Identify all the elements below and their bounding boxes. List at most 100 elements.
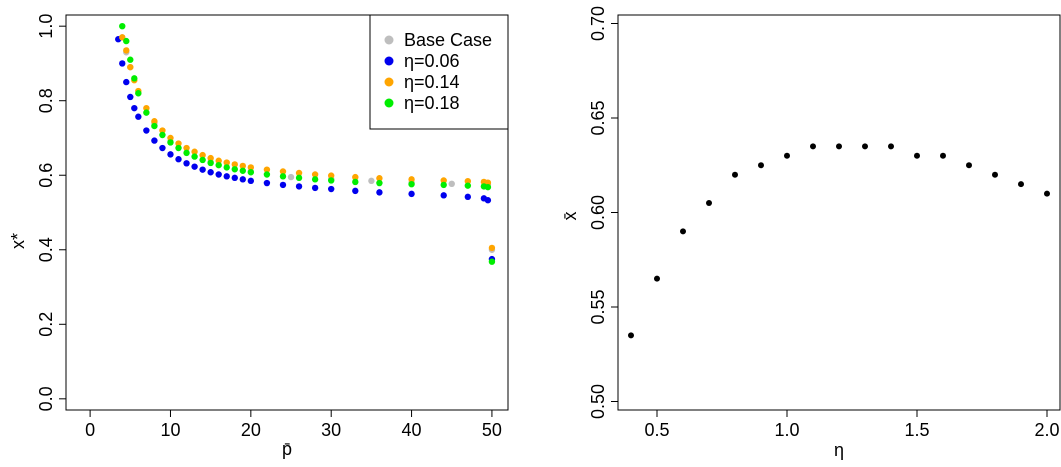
right-point-series-0 [654, 275, 660, 282]
left-point-series-1 [159, 144, 166, 152]
left-point-series-1 [151, 137, 158, 144]
right-x-tick-label: 0.5 [644, 420, 669, 440]
right-point-series-0 [862, 143, 868, 150]
right-point-series-0 [992, 171, 998, 178]
left-point-series-3 [207, 159, 214, 167]
right-point-series-0 [732, 171, 738, 178]
left-point-series-1 [328, 185, 335, 193]
left-x-tick-label: 20 [241, 420, 261, 440]
left-point-series-2 [207, 154, 214, 162]
left-point-series-3 [199, 156, 206, 164]
left-point-series-3 [464, 182, 472, 189]
right-point-series-0 [940, 152, 946, 159]
right-y-tick-label: 0.55 [588, 289, 608, 324]
left-point-series-2 [223, 159, 230, 166]
legend-marker-eta-0-18 [384, 98, 394, 108]
left-point-series-2 [440, 177, 447, 184]
right-point-series-0 [784, 152, 790, 159]
left-point-series-1 [464, 193, 472, 201]
legend-marker-base-case [384, 35, 394, 45]
left-point-series-3 [191, 153, 198, 160]
left-point-series-1 [135, 113, 142, 120]
left-x-tick-label: 0 [85, 420, 95, 440]
left-point-series-3 [247, 169, 255, 176]
left-point-series-1 [127, 93, 134, 101]
left-point-series-2 [328, 172, 335, 179]
left-point-series-2 [167, 134, 174, 142]
left-point-series-3 [127, 56, 134, 63]
left-point-series-3 [408, 180, 415, 188]
left-point-series-2 [376, 175, 383, 182]
right-x-axis: 0.5 1.0 1.5 2.0 [644, 409, 1060, 440]
left-point-series-0 [448, 180, 455, 188]
right-y-tick-label: 0.65 [588, 100, 608, 135]
left-point-series-1 [175, 156, 182, 163]
left-y-tick-label: 0.8 [36, 88, 56, 113]
left-point-series-1 [119, 60, 126, 67]
left-point-series-1 [247, 177, 255, 185]
left-point-series-2 [199, 151, 206, 159]
left-point-series-1 [143, 127, 150, 134]
left-point-series-3 [175, 144, 182, 152]
right-y-axis: 0.50 0.55 0.60 0.65 0.70 [588, 6, 619, 419]
left-point-series-3 [239, 167, 246, 174]
legend-label-base-case: Base Case [404, 30, 492, 50]
left-point-series-3 [376, 179, 383, 187]
left-point-series-3 [440, 181, 447, 189]
right-point-series-0 [758, 162, 764, 169]
right-point-series-0 [628, 332, 634, 339]
right-y-tick-label: 0.60 [588, 195, 608, 230]
left-point-series-2 [279, 168, 287, 175]
left-point-series-3 [215, 161, 222, 169]
left-point-series-2 [119, 34, 126, 41]
right-y-tick-label: 0.50 [588, 384, 608, 419]
left-point-series-2 [123, 47, 130, 54]
left-point-series-3 [295, 174, 303, 182]
left-point-series-2 [215, 157, 222, 164]
left-point-series-3 [488, 258, 496, 265]
left-point-series-2 [295, 169, 303, 177]
left-x-axis: 0 10 20 30 40 50 [85, 409, 502, 440]
left-y-tick-label: 0.4 [36, 237, 56, 262]
left-point-series-2 [247, 164, 255, 171]
left-point-series-3 [183, 149, 190, 157]
right-x-tick-label: 1.5 [904, 420, 929, 440]
right-x-tick-label: 1.0 [774, 420, 799, 440]
left-panel: 0 10 20 30 40 50 0.0 0.2 0.4 0.6 0.8 1.0 p̄ x* Bas… [8, 14, 509, 459]
left-point-series-3 [484, 183, 492, 191]
left-point-series-3 [151, 122, 158, 130]
right-x-axis-label: η [834, 440, 844, 460]
left-point-series-1 [223, 173, 230, 180]
left-x-tick-label: 30 [321, 420, 341, 440]
left-point-series-3 [263, 171, 271, 178]
left-point-series-2 [143, 104, 150, 112]
left-point-series-2 [183, 144, 190, 152]
left-point-series-2 [175, 140, 182, 147]
left-point-series-1 [263, 179, 271, 187]
left-point-series-2 [311, 171, 319, 178]
left-point-series-3 [123, 37, 130, 45]
left-point-series-3 [167, 139, 174, 146]
left-point-series-1 [408, 190, 415, 198]
left-point-series-3 [223, 164, 230, 171]
left-point-series-2 [151, 118, 158, 125]
left-x-tick-label: 50 [482, 420, 502, 440]
legend-label-eta-0-14: η=0.14 [404, 72, 460, 92]
left-point-series-1 [123, 78, 130, 86]
right-plot-frame [617, 14, 1061, 411]
legend-marker-eta-0-06 [384, 56, 394, 66]
left-point-series-3 [159, 131, 166, 139]
legend-box [369, 14, 509, 130]
left-y-axis-label: x* [8, 233, 28, 249]
right-point-series-0 [966, 162, 972, 169]
left-point-series-1 [167, 151, 174, 158]
left-point-series-1 [191, 163, 198, 170]
left-point-series-3 [131, 75, 138, 82]
left-y-tick-label: 1.0 [36, 14, 56, 39]
left-point-series-0 [287, 173, 295, 181]
left-point-series-1 [131, 104, 138, 112]
right-point-series-0 [810, 143, 816, 150]
left-y-tick-label: 0.0 [36, 386, 56, 411]
